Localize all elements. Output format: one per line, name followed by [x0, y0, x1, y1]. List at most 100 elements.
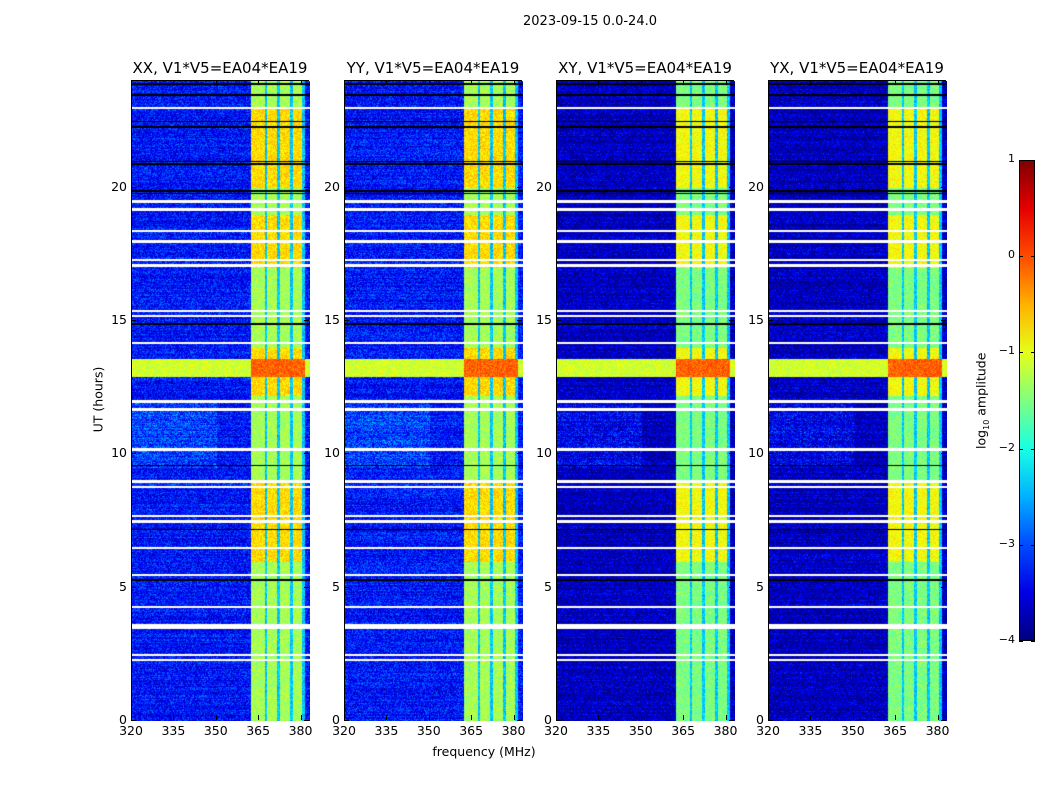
x-tick-mark: [640, 80, 642, 85]
x-tick-label: 350: [840, 723, 865, 738]
colorbar-tick-mark: [1019, 544, 1023, 546]
y-tick-mark: [768, 320, 773, 321]
x-tick-mark: [725, 80, 727, 85]
colorbar-tick-mark: [1031, 256, 1035, 258]
x-tick-mark: [428, 715, 430, 720]
colorbar-tick-label: −3: [998, 536, 1015, 550]
y-tick-label: 20: [111, 178, 127, 194]
y-tick-mark: [517, 720, 522, 721]
x-tick-mark: [471, 80, 473, 85]
x-tick-mark: [937, 80, 939, 85]
y-tick-mark: [304, 186, 309, 188]
colorbar: [1019, 160, 1035, 641]
panel-title-3: YX, V1*V5=EA04*EA19: [770, 59, 944, 77]
panel-title-1: YY, V1*V5=EA04*EA19: [346, 59, 520, 77]
x-tick-mark: [258, 80, 260, 85]
x-tick-mark: [173, 715, 175, 720]
x-tick-mark: [556, 715, 557, 720]
y-tick-label: 15: [536, 312, 552, 327]
colorbar-tick-label: −1: [998, 344, 1015, 358]
colorbar-tick-mark: [1019, 448, 1023, 450]
y-tick-mark: [344, 320, 349, 321]
colorbar-tick-mark: [1019, 160, 1023, 161]
y-tick-label: 0: [332, 712, 340, 727]
x-tick-label: 335: [161, 723, 186, 738]
colorbar-tick-label: 1: [1008, 152, 1015, 165]
y-tick-mark: [517, 453, 522, 455]
x-tick-label: 380: [925, 723, 950, 738]
panel-title-2: XY, V1*V5=EA04*EA19: [558, 59, 732, 77]
y-tick-mark: [344, 186, 349, 188]
y-tick-label: 5: [756, 578, 764, 594]
x-tick-mark: [852, 715, 854, 720]
y-tick-mark: [729, 320, 734, 321]
x-tick-label: 380: [501, 723, 526, 738]
y-tick-label: 15: [111, 312, 127, 327]
x-tick-label: 335: [798, 723, 823, 738]
y-tick-mark: [131, 586, 136, 588]
x-axis-label: frequency (MHz): [432, 744, 536, 759]
y-tick-mark: [304, 320, 309, 321]
y-tick-label: 5: [544, 578, 552, 594]
heatmap-image-3: [769, 81, 947, 721]
y-tick-mark: [556, 453, 561, 455]
colorbar-tick-mark: [1019, 352, 1023, 354]
y-tick-mark: [556, 320, 561, 321]
colorbar-tick-mark: [1031, 160, 1035, 161]
y-tick-mark: [344, 453, 349, 455]
y-tick-mark: [131, 186, 136, 188]
colorbar-label-suffix: amplitude: [973, 352, 989, 420]
x-tick-mark: [300, 80, 302, 85]
x-tick-label: 350: [628, 723, 653, 738]
x-tick-label: 365: [671, 723, 696, 738]
heatmap-panel-0: [131, 80, 310, 721]
x-tick-label: 365: [459, 723, 484, 738]
y-tick-mark: [131, 453, 136, 455]
x-tick-mark: [640, 715, 642, 720]
x-tick-label: 380: [713, 723, 738, 738]
x-tick-mark: [768, 715, 769, 720]
x-tick-label: 320: [119, 723, 143, 738]
panel-title-0: XX, V1*V5=EA04*EA19: [132, 59, 308, 77]
x-tick-mark: [513, 715, 515, 720]
y-tick-mark: [768, 720, 773, 721]
y-tick-label: 5: [119, 578, 127, 594]
heatmap-image-1: [345, 81, 523, 721]
x-tick-mark: [683, 80, 685, 85]
y-tick-label: 20: [748, 178, 764, 194]
colorbar-tick-mark: [1031, 544, 1035, 546]
x-tick-label: 350: [203, 723, 228, 738]
y-tick-mark: [729, 453, 734, 455]
figure-title: 2023-09-15 0.0-24.0: [523, 14, 657, 29]
y-tick-mark: [517, 186, 522, 188]
y-tick-mark: [131, 720, 136, 721]
x-tick-label: 350: [416, 723, 441, 738]
y-tick-label: 20: [536, 178, 552, 194]
heatmap-panel-1: [344, 80, 523, 721]
y-tick-mark: [304, 453, 309, 455]
y-tick-mark: [768, 186, 773, 188]
y-tick-mark: [941, 320, 946, 321]
x-tick-mark: [300, 715, 302, 720]
colorbar-tick-mark: [1031, 641, 1035, 642]
y-tick-mark: [941, 720, 946, 721]
heatmap-image-0: [132, 81, 310, 721]
x-tick-mark: [131, 80, 132, 85]
heatmap-panel-3: [768, 80, 947, 721]
x-tick-mark: [683, 715, 685, 720]
x-tick-label: 365: [883, 723, 908, 738]
y-tick-mark: [729, 586, 734, 588]
y-tick-mark: [941, 586, 946, 588]
y-tick-mark: [768, 453, 773, 455]
y-tick-mark: [729, 186, 734, 188]
colorbar-tick-label: 0: [1008, 248, 1015, 262]
x-tick-mark: [598, 715, 600, 720]
y-tick-mark: [941, 186, 946, 188]
x-tick-label: 335: [586, 723, 611, 738]
y-tick-label: 10: [748, 445, 764, 461]
x-tick-mark: [344, 715, 345, 720]
colorbar-tick-mark: [1031, 352, 1035, 354]
x-tick-mark: [810, 715, 812, 720]
x-tick-mark: [258, 715, 260, 720]
y-tick-mark: [344, 720, 349, 721]
